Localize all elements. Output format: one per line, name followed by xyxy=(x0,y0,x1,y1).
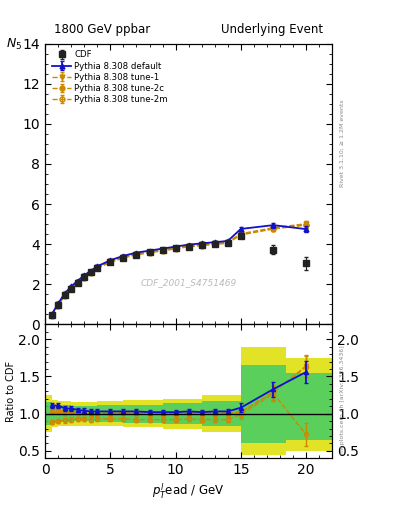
Bar xyxy=(45,395,52,432)
Text: Underlying Event: Underlying Event xyxy=(221,24,323,36)
Text: Rivet 3.1.10; ≥ 1.2M events: Rivet 3.1.10; ≥ 1.2M events xyxy=(340,99,345,187)
Bar xyxy=(241,347,286,455)
Bar xyxy=(202,401,241,426)
Y-axis label: $N_5$: $N_5$ xyxy=(6,37,22,52)
Bar xyxy=(97,401,123,426)
Text: CDF_2001_S4751469: CDF_2001_S4751469 xyxy=(141,278,237,287)
Text: mcplots.cern.ch [arXiv:1306.3436]: mcplots.cern.ch [arXiv:1306.3436] xyxy=(340,345,345,454)
Bar xyxy=(123,400,163,427)
Bar xyxy=(71,406,84,421)
Bar xyxy=(58,401,71,426)
Bar xyxy=(58,406,71,422)
Bar xyxy=(52,404,58,422)
Bar xyxy=(286,358,332,451)
Bar xyxy=(45,402,52,425)
Bar xyxy=(84,402,97,425)
Bar xyxy=(286,373,332,440)
X-axis label: $p_T^{l}$ead / GeV: $p_T^{l}$ead / GeV xyxy=(152,481,225,501)
Bar xyxy=(97,406,123,422)
Bar xyxy=(123,404,163,422)
Bar xyxy=(71,402,84,425)
Bar xyxy=(202,395,241,432)
Text: 1800 GeV ppbar: 1800 GeV ppbar xyxy=(54,24,150,36)
Legend: CDF, Pythia 8.308 default, Pythia 8.308 tune-1, Pythia 8.308 tune-2c, Pythia 8.3: CDF, Pythia 8.308 default, Pythia 8.308 … xyxy=(50,48,171,106)
Bar xyxy=(84,406,97,421)
Bar xyxy=(163,399,202,429)
Y-axis label: Ratio to CDF: Ratio to CDF xyxy=(6,361,16,422)
Bar xyxy=(163,403,202,424)
Bar xyxy=(52,400,58,427)
Bar xyxy=(241,366,286,443)
